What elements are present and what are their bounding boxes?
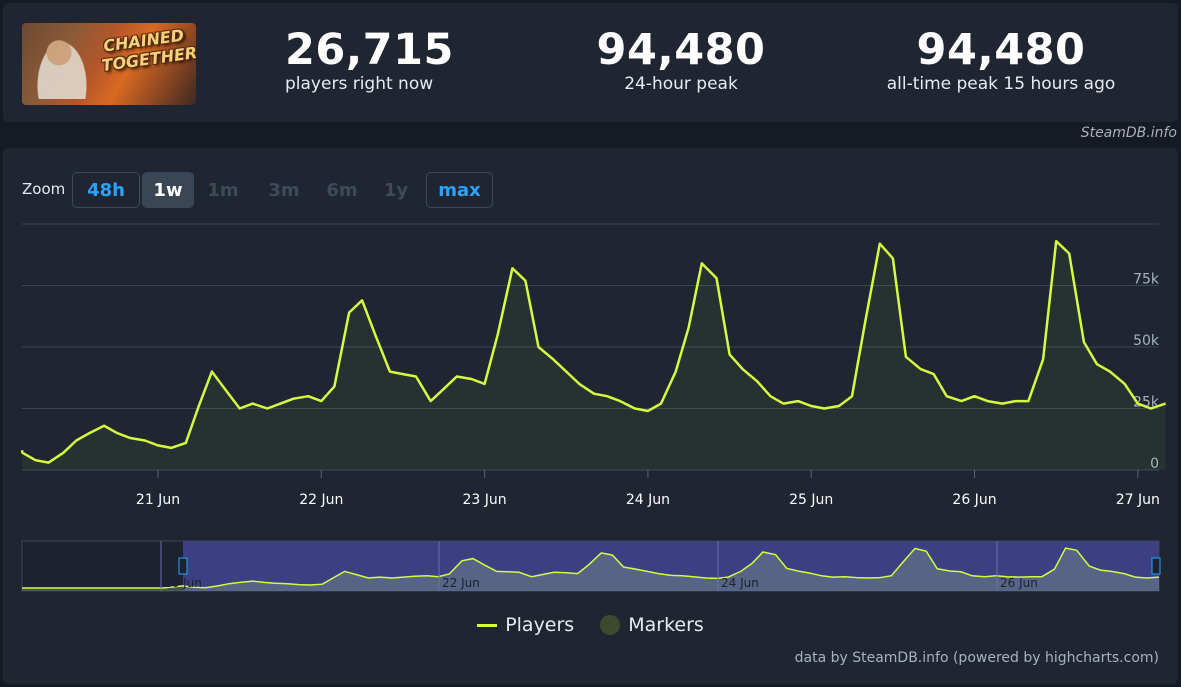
legend-players[interactable]: Players	[477, 614, 574, 636]
navigator-tick-label: 24 Jun	[721, 576, 759, 590]
legend-markers-label: Markers	[628, 614, 704, 636]
peak-24h-value: 94,480	[596, 25, 766, 75]
highcharts-credit[interactable]: data by SteamDB.info (powered by highcha…	[794, 650, 1159, 666]
x-tick-label: 26 Jun	[952, 492, 996, 508]
logo-figure	[32, 33, 92, 99]
legend-markers[interactable]: Markers	[600, 614, 704, 636]
markers-dot-icon	[600, 615, 621, 635]
navigator-tick-label: 20 Jun	[164, 576, 202, 590]
zoom-48h-button[interactable]: 48h	[72, 172, 140, 208]
zoom-label: Zoom	[22, 180, 66, 198]
navigator-left-handle[interactable]	[178, 557, 188, 575]
zoom-3m-button: 3m	[268, 179, 300, 201]
navigator-line	[22, 547, 1160, 589]
x-tick-label: 22 Jun	[299, 492, 343, 508]
chart-card: Zoom 48h 1w 1m 3m 6m 1y max 025k50k75k21…	[3, 148, 1178, 684]
game-logo[interactable]: CHAINED TOGETHER	[22, 23, 196, 105]
zoom-max-button[interactable]: max	[426, 172, 493, 208]
current-players-label: players right now	[285, 74, 434, 94]
current-players-value: 26,715	[285, 25, 454, 75]
navigator-tick-label: 22 Jun	[442, 576, 480, 590]
navigator-tick-label: 26 Jun	[1000, 576, 1038, 590]
navigator-selection[interactable]	[183, 541, 1159, 591]
all-time-peak-value: 94,480	[916, 25, 1086, 75]
x-tick-label: 27 Jun	[1116, 492, 1160, 508]
peak-24h-label: 24-hour peak	[624, 74, 738, 94]
players-area	[22, 241, 1166, 470]
y-tick-label: 0	[1150, 456, 1159, 472]
stat-current-players: 26,715 players right now	[285, 27, 454, 95]
stat-24h-peak: 94,480 24-hour peak	[563, 27, 799, 95]
zoom-1m-button: 1m	[207, 179, 239, 201]
x-tick-label: 21 Jun	[136, 492, 180, 508]
y-tick-label: 50k	[1133, 333, 1160, 349]
players-line-icon	[477, 623, 498, 627]
x-tick-label: 24 Jun	[626, 492, 670, 508]
all-time-peak-label: all-time peak 15 hours ago	[886, 74, 1116, 94]
logo-title: CHAINED TOGETHER	[100, 25, 196, 76]
x-tick-label: 23 Jun	[463, 492, 507, 508]
zoom-1y-button: 1y	[383, 179, 409, 201]
stats-card: CHAINED TOGETHER 26,715 players right no…	[3, 3, 1178, 122]
navigator-area	[22, 548, 1159, 591]
steamdb-credit-link[interactable]: SteamDB.info	[1080, 125, 1177, 141]
x-tick-label: 25 Jun	[789, 492, 833, 508]
navigator-right-handle[interactable]	[1151, 557, 1161, 575]
legend: Players Markers	[3, 614, 1178, 636]
zoom-1w-button[interactable]: 1w	[142, 172, 194, 208]
zoom-6m-button: 6m	[326, 179, 358, 201]
legend-players-label: Players	[505, 614, 575, 636]
y-tick-label: 75k	[1133, 272, 1160, 288]
stat-all-time-peak: 94,480 all-time peak 15 hours ago	[851, 27, 1151, 95]
players-series-line[interactable]	[20, 239, 1166, 464]
